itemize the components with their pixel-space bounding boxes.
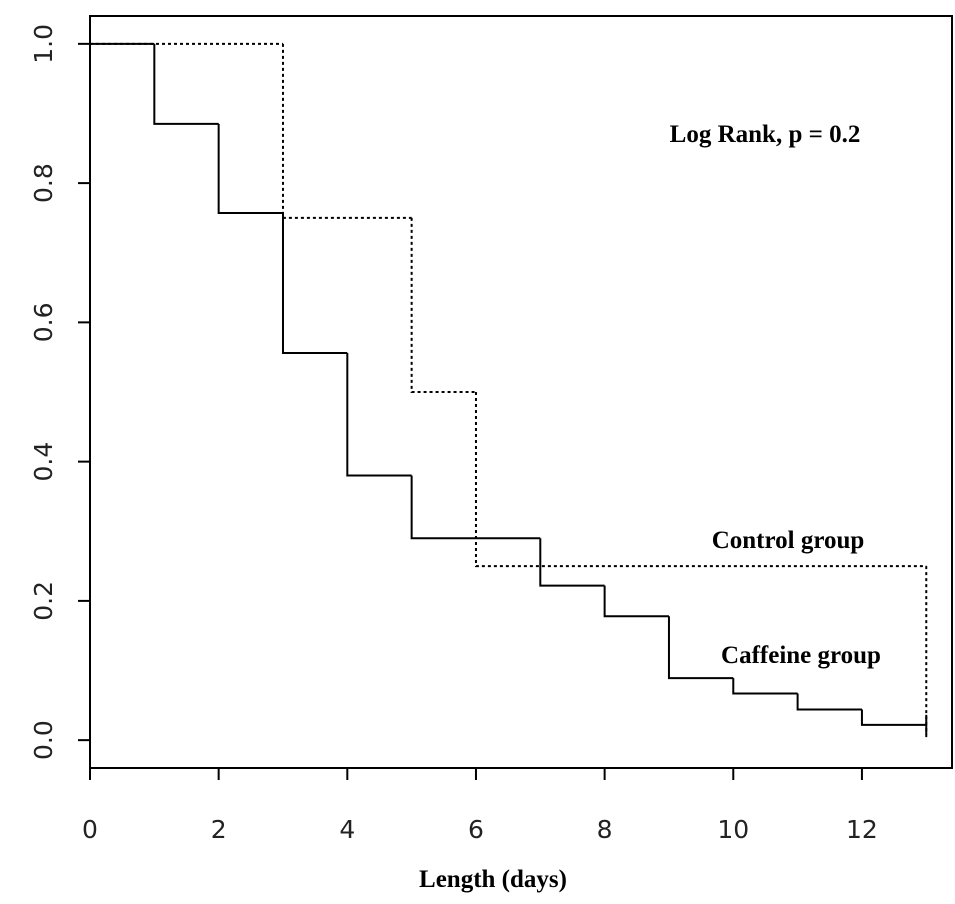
x-tick-label: 0 <box>82 815 98 844</box>
survival-step <box>539 538 605 587</box>
survival-step <box>281 213 348 355</box>
survival-step <box>796 693 862 711</box>
x-tick-label: 8 <box>597 815 613 844</box>
survival-step <box>217 123 283 215</box>
y-tick-label: 0.4 <box>29 442 58 482</box>
x-tick-label: 4 <box>339 815 355 844</box>
y-tick-label: 0.2 <box>29 581 58 621</box>
survival-step <box>281 43 412 219</box>
survival-step <box>860 709 927 726</box>
x-tick-label: 2 <box>211 815 227 844</box>
y-tick-label: 0.0 <box>29 720 58 760</box>
x-tick-label: 6 <box>468 815 484 844</box>
x-tick-label: 12 <box>846 815 878 844</box>
annotation: Log Rank, p = 0.2 <box>670 121 861 148</box>
survival-step <box>153 43 219 125</box>
series-label: Caffeine group <box>721 642 881 669</box>
survival-step <box>410 217 476 393</box>
x-tick-label: 10 <box>717 815 749 844</box>
survival-step <box>410 475 541 540</box>
survival-step <box>732 678 798 695</box>
y-tick-label: 0.8 <box>29 163 58 203</box>
y-tick-label: 1.0 <box>29 24 58 64</box>
series-label: Control group <box>712 527 865 554</box>
survival-step <box>667 616 734 680</box>
survival-step <box>474 392 927 568</box>
x-axis-label: Length (days) <box>419 866 567 893</box>
y-tick-label: 0.6 <box>29 302 58 342</box>
survival-step <box>603 585 669 618</box>
survival-step <box>346 353 412 477</box>
